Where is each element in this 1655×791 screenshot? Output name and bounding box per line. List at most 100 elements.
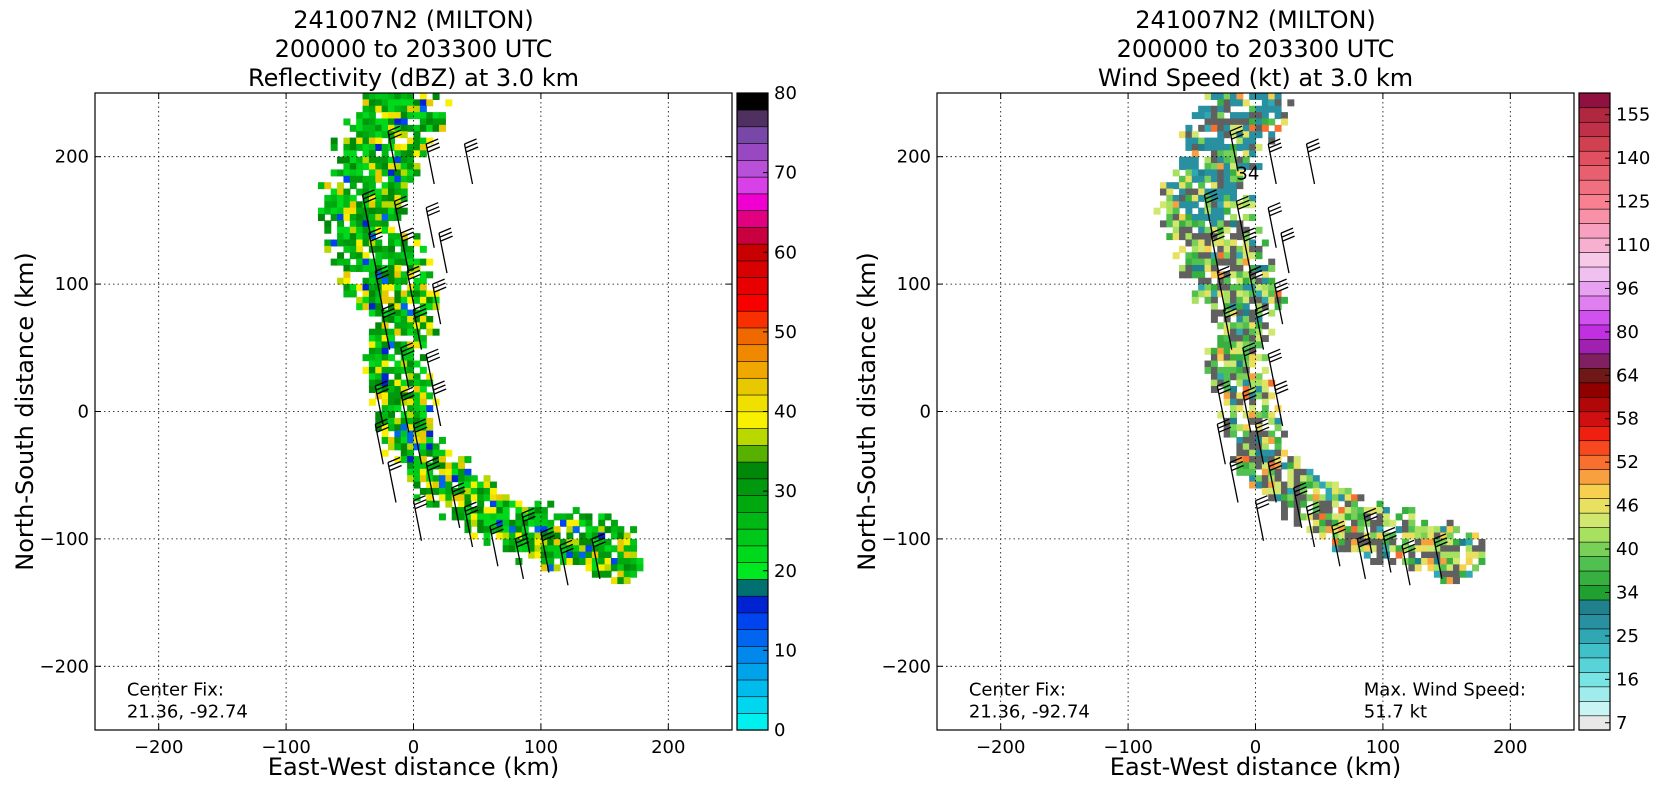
field-cell: [1249, 379, 1257, 387]
wind-barb-flag: [1306, 138, 1319, 145]
wind-barb-shaft: [1273, 283, 1284, 325]
field-cell: [1433, 558, 1441, 565]
field-cell: [464, 456, 472, 464]
field-cell: [419, 322, 427, 330]
field-cell: [496, 519, 504, 527]
wind-barb-flag: [363, 197, 377, 204]
wind-barb-shaft: [381, 309, 391, 350]
field-cell: [381, 252, 389, 260]
field-cell: [381, 341, 389, 349]
wind-barb-flag: [375, 422, 389, 429]
field-cell: [1312, 481, 1320, 489]
field-cell: [585, 538, 593, 546]
wind-barb-flag: [1384, 534, 1397, 542]
field-cell: [1452, 538, 1460, 546]
field-cell: [400, 386, 408, 393]
field-cell: [585, 513, 593, 521]
field-cell: [432, 303, 440, 311]
field-cell: [1331, 513, 1339, 521]
field-cell: [1236, 284, 1244, 292]
y-tick-label: −100: [40, 529, 89, 550]
field-cell: [1191, 131, 1199, 139]
field-cell: [407, 150, 415, 158]
field-cell: [1433, 545, 1441, 553]
field-cell: [1249, 360, 1257, 368]
field-cell: [617, 564, 625, 572]
field-cell: [1210, 175, 1218, 183]
wind-barb-shaft: [521, 513, 531, 554]
field-cell: [1249, 150, 1257, 158]
field-cell: [1268, 105, 1276, 113]
colorbar-segment: [1578, 353, 1611, 369]
wind-barb-shaft: [1273, 385, 1284, 427]
colorbar-tick-label: 60: [774, 242, 797, 263]
field-cell: [1249, 214, 1257, 221]
field-cell: [1287, 99, 1295, 107]
field-cell: [388, 105, 395, 113]
field-cell: [343, 239, 351, 247]
field-cell: [432, 462, 440, 470]
field-cell: [375, 118, 383, 126]
wind-barb-shaft: [1293, 487, 1303, 529]
field-cell: [1236, 347, 1244, 355]
field-cell: [1249, 124, 1257, 132]
field-cell: [394, 124, 402, 132]
field-cell: [381, 392, 389, 400]
wind-barb-flag: [439, 231, 453, 238]
field-cell: [1351, 526, 1359, 534]
field-cell: [381, 277, 389, 285]
wind-barb-flag: [1275, 286, 1289, 293]
colorbar-segment: [1578, 208, 1611, 224]
field-cell: [1268, 118, 1276, 126]
field-cell: [337, 252, 345, 260]
field-cell: [375, 143, 383, 151]
wind-barb-flag: [425, 348, 439, 355]
field-cell: [381, 214, 389, 221]
field-cell: [413, 373, 421, 381]
field-cell: [375, 156, 383, 164]
field-cell: [1185, 143, 1193, 151]
field-cell: [464, 481, 472, 489]
wind-barb-flag: [1242, 227, 1256, 234]
field-cell: [388, 417, 395, 425]
field-cell: [1191, 220, 1199, 228]
field-cell: [349, 284, 357, 292]
field-cell: [394, 347, 402, 355]
wind-barb-flag: [1267, 456, 1281, 464]
wind-barb-flag: [1307, 505, 1320, 512]
field-cell: [1236, 379, 1244, 387]
x-axis-label: East-West distance (km): [268, 753, 559, 781]
field-cell: [356, 252, 364, 260]
field-cell: [362, 354, 370, 362]
field-cell: [1312, 475, 1320, 483]
field-cell: [1172, 214, 1180, 221]
wind-barb-flag: [1223, 304, 1236, 311]
field-cell: [400, 354, 408, 362]
field-cell: [1166, 214, 1174, 221]
field-cell: [337, 182, 345, 190]
field-cell: [1440, 532, 1448, 540]
field-cell: [1242, 112, 1250, 120]
field-cell: [1198, 182, 1206, 190]
field-cell: [426, 315, 434, 323]
field-cell: [368, 328, 376, 336]
wind-barb-flag: [1218, 273, 1232, 280]
colorbar-segment: [736, 578, 769, 597]
field-cell: [426, 322, 434, 330]
field-cell: [1179, 163, 1187, 171]
colorbar-segment: [736, 176, 769, 195]
field-cell: [1242, 309, 1250, 317]
field-cell: [1370, 507, 1378, 515]
field-cell: [394, 252, 402, 260]
field-cell: [1191, 252, 1199, 260]
field-cell: [1179, 156, 1187, 164]
field-cell: [1179, 188, 1187, 196]
field-cell: [1382, 513, 1390, 521]
field-cell: [1217, 239, 1225, 247]
field-cell: [419, 468, 427, 476]
field-cell: [368, 360, 376, 368]
field-cell: [1255, 475, 1263, 483]
field-cell: [388, 118, 395, 126]
field-cell: [362, 290, 370, 298]
